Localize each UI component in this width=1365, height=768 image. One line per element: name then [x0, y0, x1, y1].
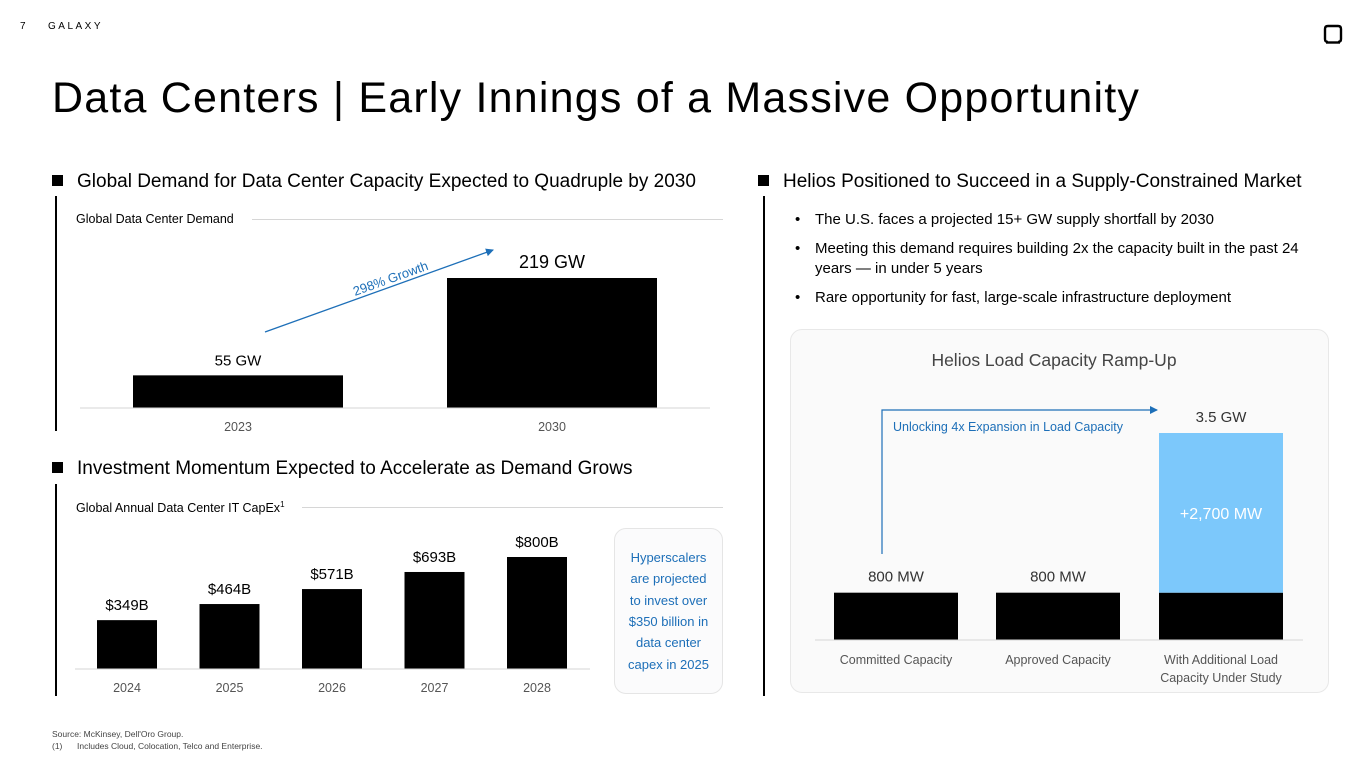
square-bullet-icon	[758, 175, 769, 186]
square-bullet-icon	[52, 462, 63, 473]
helios-chart: Helios Load Capacity Ramp-Up 800 MW Commi…	[815, 350, 1303, 685]
capacity-bar-expansion	[1159, 433, 1283, 593]
bullet-item: Meeting this demand requires building 2x…	[795, 239, 1315, 279]
capex-chart-subtitle: Global Annual Data Center IT CapEx1	[76, 500, 285, 516]
helios-chart-title: Helios Load Capacity Ramp-Up	[931, 350, 1176, 370]
capex-value-label: $571B	[310, 566, 353, 583]
demand-chart-subtitle: Global Data Center Demand	[76, 212, 234, 226]
growth-arrow	[264, 248, 494, 333]
capex-value-label: $693B	[413, 549, 456, 566]
bullet-item: Rare opportunity for fast, large-scale i…	[795, 288, 1315, 308]
square-bullet-icon	[52, 175, 63, 186]
helios-section-heading: Helios Positioned to Succeed in a Supply…	[758, 171, 1302, 193]
page-title: Data Centers | Early Innings of a Massiv…	[52, 74, 1141, 122]
capex-bar	[507, 557, 567, 669]
capacity-category-label: Committed Capacity	[840, 653, 953, 667]
galaxy-logo-icon	[1323, 24, 1343, 44]
demand-year-label: 2023	[224, 420, 252, 434]
capex-value-label: $464B	[208, 581, 251, 598]
capacity-category-label: Approved Capacity	[1005, 653, 1111, 667]
demand-year-label: 2030	[538, 420, 566, 434]
demand-bar	[133, 375, 343, 408]
capex-value-label: $800B	[515, 534, 558, 551]
capex-year-label: 2026	[318, 681, 346, 695]
capacity-category-label: With Additional Load Capacity Under Study	[1160, 653, 1282, 685]
page-number: 7	[20, 21, 27, 32]
subtitle-rule	[252, 219, 723, 220]
demand-section-heading: Global Demand for Data Center Capacity E…	[52, 171, 696, 193]
capex-year-label: 2025	[216, 681, 244, 695]
capex-year-label: 2024	[113, 681, 141, 695]
capex-bar	[97, 620, 157, 669]
capex-chart: $349B 2024 $464B 2025 $571B 2026 $693B 2027 $800…	[75, 534, 590, 695]
demand-chart: 55 GW 2023 219 GW 2030 298% Growth	[80, 248, 710, 434]
capacity-total-label: 3.5 GW	[1196, 409, 1248, 426]
source-footnote: Source: McKinsey, Dell'Oro Group.	[52, 729, 184, 739]
section-divider	[763, 196, 765, 696]
capacity-total-label: 800 MW	[1030, 569, 1087, 586]
expansion-arrow	[881, 406, 1158, 554]
capex-bar	[199, 604, 260, 669]
investment-section-heading: Investment Momentum Expected to Accelera…	[52, 458, 632, 480]
section-divider	[55, 196, 57, 431]
capex-bar	[302, 589, 362, 669]
brand-name: GALAXY	[48, 21, 104, 32]
capacity-total-label: 800 MW	[868, 569, 925, 586]
subtitle-rule	[302, 507, 723, 508]
demand-value-label: 219 GW	[519, 252, 585, 272]
bullet-item: The U.S. faces a projected 15+ GW supply…	[795, 210, 1315, 230]
capex-year-label: 2028	[523, 681, 551, 695]
expansion-segment-label: +2,700 MW	[1180, 506, 1263, 523]
hyperscaler-callout: Hyperscalers are projected to invest ove…	[614, 528, 723, 694]
capacity-bar-base	[834, 592, 958, 640]
footnote-number: (1)	[52, 741, 63, 751]
capex-bar	[404, 571, 465, 669]
growth-label: 298% Growth	[351, 258, 430, 299]
helios-bullet-list: The U.S. faces a projected 15+ GW supply…	[795, 210, 1315, 317]
expansion-annotation: Unlocking 4x Expansion in Load Capacity	[893, 420, 1124, 434]
capex-year-label: 2027	[421, 681, 449, 695]
section-divider	[55, 484, 57, 696]
capex-value-label: $349B	[105, 597, 148, 614]
footnote-text: Includes Cloud, Colocation, Telco and En…	[77, 741, 263, 751]
demand-bar	[447, 278, 657, 408]
capacity-bar-base	[996, 592, 1120, 640]
capacity-bar-base	[1159, 592, 1283, 640]
demand-value-label: 55 GW	[215, 352, 263, 369]
